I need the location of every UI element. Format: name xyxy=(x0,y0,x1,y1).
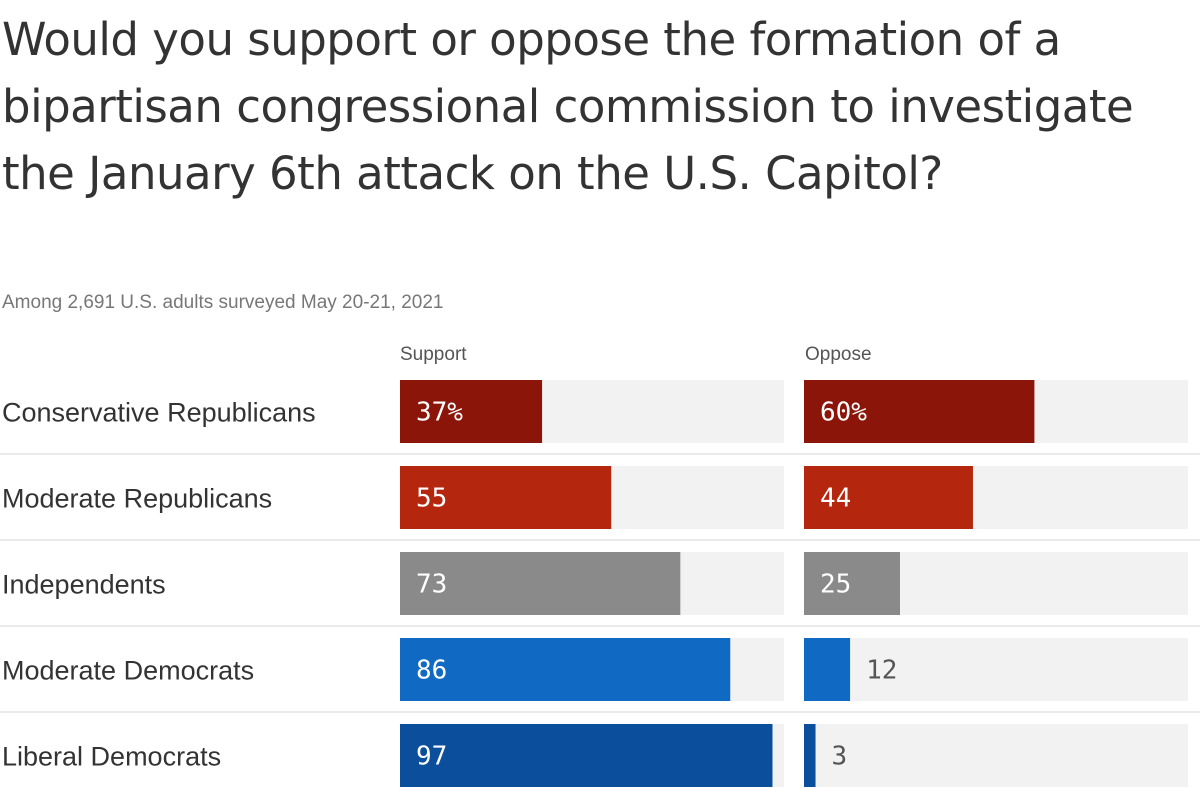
bar-oppose xyxy=(804,466,973,529)
row-label: Moderate Democrats xyxy=(2,656,254,686)
data-label: 60% xyxy=(820,398,867,428)
data-label: 25 xyxy=(820,570,851,600)
support-column-header: Support xyxy=(400,344,467,365)
oppose-column-header: Oppose xyxy=(805,344,872,365)
bar-support xyxy=(400,638,731,701)
bar-track xyxy=(804,724,1188,787)
bar-oppose xyxy=(804,724,816,787)
bar-support xyxy=(400,466,612,529)
chart-title: Would you support or oppose the formatio… xyxy=(2,13,1134,200)
row-label: Independents xyxy=(2,570,166,600)
data-label: 3 xyxy=(832,742,848,772)
bar-oppose xyxy=(804,380,1035,443)
bar-oppose xyxy=(804,552,900,615)
row-label: Conservative Republicans xyxy=(2,398,316,428)
bar-track xyxy=(804,638,1188,701)
bar-oppose xyxy=(804,638,851,701)
data-label: 86 xyxy=(416,656,447,686)
bar-support xyxy=(400,552,681,615)
data-label: 97 xyxy=(416,742,447,772)
data-label: 37% xyxy=(416,398,463,428)
chart-subtitle: Among 2,691 U.S. adults surveyed May 20-… xyxy=(2,292,444,313)
data-label: 12 xyxy=(866,656,897,686)
bar-support xyxy=(400,724,773,787)
data-label: 44 xyxy=(820,484,851,514)
data-label: 73 xyxy=(416,570,447,600)
bar-support xyxy=(400,380,543,443)
row-label: Moderate Republicans xyxy=(2,484,272,514)
row-label: Liberal Democrats xyxy=(2,742,221,772)
data-label: 55 xyxy=(416,484,447,514)
